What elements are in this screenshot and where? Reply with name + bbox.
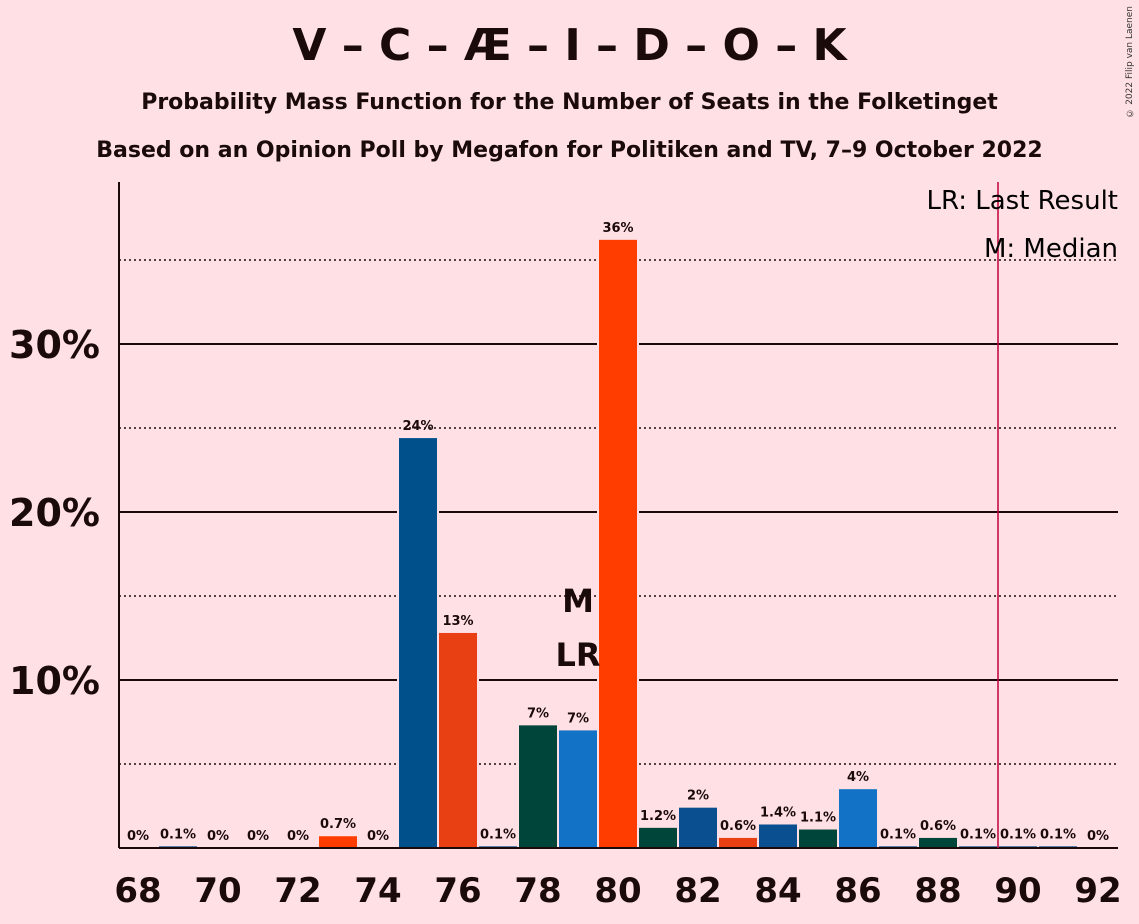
bar-halo (997, 844, 1039, 848)
x-tick-label: 92 (1074, 871, 1121, 911)
y-tick-label: 20% (9, 491, 100, 535)
legend-median: M: Median (984, 234, 1118, 264)
bar-value-label: 0.1% (160, 827, 196, 842)
bar-value-label: 0% (287, 829, 309, 844)
bar-halo (477, 844, 519, 848)
bar-value-label: 13% (442, 614, 473, 629)
bar-value-label: 1.2% (640, 809, 676, 824)
bar-value-label: 0% (247, 829, 269, 844)
bar-value-label: 0.6% (920, 819, 956, 834)
bar-value-label: 1.1% (800, 811, 836, 826)
bar (319, 836, 357, 848)
bar-value-label: 0.1% (480, 827, 516, 842)
bar-value-label: 2% (687, 789, 709, 804)
bar (639, 827, 677, 848)
bar-value-label: 0% (367, 829, 389, 844)
chart-title: V – C – Æ – I – D – O – K (292, 20, 847, 71)
chart-subtitle-source: Based on an Opinion Poll by Megafon for … (96, 138, 1043, 163)
x-tick-label: 70 (194, 871, 241, 911)
x-tick-label: 78 (514, 871, 561, 911)
bar-value-label: 7% (527, 706, 549, 721)
bar-value-label: 0.7% (320, 817, 356, 832)
bar-value-label: 0% (1087, 829, 1109, 844)
bar-value-label: 7% (567, 711, 589, 726)
bar-value-label: 1.4% (760, 805, 796, 820)
bar-value-label: 0% (127, 829, 149, 844)
bar-value-label: 24% (402, 419, 433, 434)
bar (519, 725, 557, 848)
bar (759, 824, 797, 848)
bar-value-label: 0.1% (880, 827, 916, 842)
bar-value-label: 0% (207, 829, 229, 844)
bar-value-label: 0.1% (1040, 827, 1076, 842)
median-marker: M (562, 582, 594, 620)
bar-halo (157, 844, 199, 848)
bar-value-label: 0.6% (720, 819, 756, 834)
bar (719, 837, 757, 848)
x-tick-label: 82 (674, 871, 721, 911)
legend-last-result: LR: Last Result (926, 186, 1118, 216)
bar (439, 632, 477, 848)
bar-value-label: 0.1% (1000, 827, 1036, 842)
bar-value-label: 4% (847, 770, 869, 785)
y-tick-label: 30% (9, 323, 100, 367)
x-tick-label: 84 (754, 871, 801, 911)
last-result-marker: LR (555, 636, 600, 674)
x-tick-label: 86 (834, 871, 881, 911)
x-tick-label: 80 (594, 871, 641, 911)
x-tick-label: 68 (114, 871, 161, 911)
x-tick-label: 90 (994, 871, 1041, 911)
bar-value-label: 0.1% (960, 827, 996, 842)
bar (399, 438, 437, 848)
x-tick-label: 76 (434, 871, 481, 911)
bar-value-label: 36% (602, 221, 633, 236)
bar-halo (877, 844, 919, 848)
bar-halo (1037, 844, 1079, 848)
bar (599, 239, 637, 849)
bar-halo (957, 844, 999, 848)
bar (559, 730, 597, 848)
x-tick-label: 74 (354, 871, 401, 911)
chart-subtitle: Probability Mass Function for the Number… (141, 90, 998, 115)
x-tick-label: 72 (274, 871, 321, 911)
bar (919, 837, 957, 848)
bar (799, 829, 837, 848)
x-tick-label: 88 (914, 871, 961, 911)
y-tick-label: 10% (9, 659, 100, 703)
bar (839, 789, 877, 848)
bar (679, 807, 717, 848)
